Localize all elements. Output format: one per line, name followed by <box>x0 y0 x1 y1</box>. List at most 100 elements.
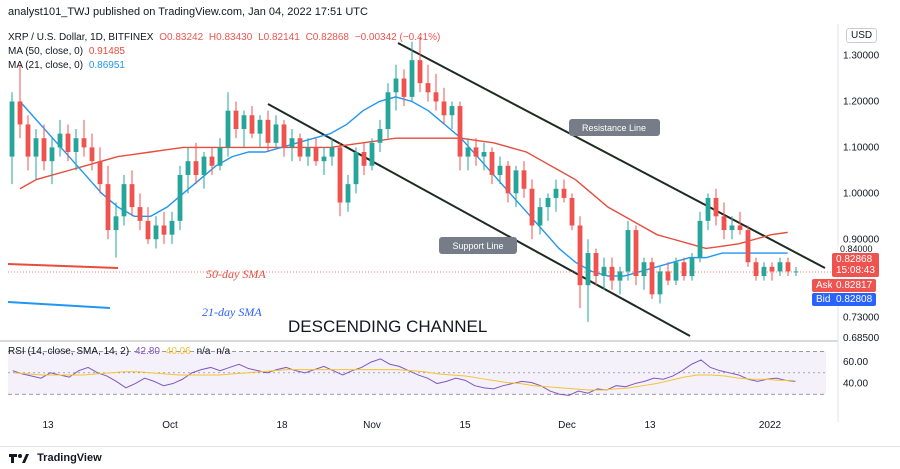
candle-body <box>289 138 295 148</box>
price-tick-label: 0.90000 <box>843 234 880 245</box>
candle-body <box>161 225 167 235</box>
high-value: H0.83430 <box>208 32 253 43</box>
candle-body <box>625 230 631 272</box>
sma21-legend-line <box>7 301 111 309</box>
candle-body <box>449 106 455 116</box>
candle-body <box>169 220 175 235</box>
legend-ma50-row: MA (50, close, 0) 0.91485 <box>8 45 440 59</box>
candle-body <box>457 106 463 157</box>
candle-body <box>441 101 447 116</box>
price-axis: 1.30000 1.20000 1.10000 1.00000 0.90000 0.730… <box>8 51 880 344</box>
candle-body <box>105 184 111 231</box>
currency-button[interactable]: USD <box>846 28 878 43</box>
candle-body <box>609 266 615 281</box>
footer-brand: TradingView <box>37 452 102 464</box>
candle-body <box>145 220 151 240</box>
candle-body <box>305 147 311 157</box>
open-value: O0.83242 <box>159 32 204 43</box>
candle-body <box>17 101 23 125</box>
candle-body <box>497 165 503 175</box>
candle-body <box>137 207 143 221</box>
candle-body <box>585 253 591 286</box>
legend-symbol-row: XRP / U.S. Dollar, 1D, BITFINEX O0.83242… <box>8 31 440 45</box>
candle-body <box>361 152 367 166</box>
candle-body <box>257 119 263 134</box>
candle-body <box>57 133 63 148</box>
candles <box>9 37 799 322</box>
change-value: −0.00342 (−0.41%) <box>354 32 441 43</box>
candle-body <box>377 129 383 143</box>
countdown: 15:08:43 <box>836 265 875 276</box>
ask-price-tag: 0.82817 <box>832 279 877 292</box>
ask-tag: Ask <box>812 279 837 292</box>
channel-lines <box>267 42 826 337</box>
candle-body <box>89 147 95 162</box>
chart-canvas[interactable]: 60.00 40.00 1.30000 1.20000 1.10000 1.00000 0… <box>0 24 900 446</box>
candle-body <box>273 124 279 143</box>
resistance-label-box <box>569 119 660 136</box>
price-tick-label: 0.68500 <box>843 333 880 344</box>
candle-body <box>601 266 607 276</box>
candle-body <box>329 147 335 157</box>
candle-body <box>753 262 759 276</box>
ma21-value: 0.86951 <box>88 60 125 71</box>
candle-body <box>241 115 247 130</box>
price-tick-label: 1.00000 <box>843 188 880 199</box>
low-value: L0.82141 <box>258 32 300 43</box>
candle-body <box>521 170 527 189</box>
candle-body <box>249 115 255 134</box>
channel-title: DESCENDING CHANNEL <box>288 317 487 336</box>
candle-body <box>209 156 215 166</box>
time-tick-label: Dec <box>558 420 576 431</box>
candle-body <box>9 101 15 157</box>
candle-body <box>545 197 551 208</box>
candle-body <box>73 138 79 152</box>
candle-body <box>713 197 719 217</box>
candle-body <box>593 253 599 276</box>
candle-body <box>217 147 223 166</box>
candle-body <box>401 78 407 97</box>
ask-label: Ask <box>816 280 833 291</box>
candle-body <box>657 271 663 295</box>
rsi-legend: RSI (14, close, SMA, 14, 2) 42.80 40.06 … <box>8 346 230 357</box>
candle-body <box>153 225 159 240</box>
time-tick-label: 2022 <box>759 420 782 431</box>
ma50-line <box>19 137 788 250</box>
rsi-line <box>12 358 796 396</box>
candle-body <box>649 262 655 295</box>
candle-body <box>513 170 519 194</box>
candle-body <box>321 156 327 162</box>
ma50-label: MA (50, close, 0) <box>8 46 84 57</box>
ma21-label: MA (21, close, 0) <box>8 60 84 71</box>
candle-body <box>233 110 239 130</box>
candle-body <box>337 147 343 203</box>
candle-body <box>417 60 423 84</box>
publisher-line: analyst101_TWJ published on TradingView.… <box>8 6 368 18</box>
candle-body <box>577 225 583 286</box>
candle-body <box>793 271 799 273</box>
candle-body <box>185 161 191 175</box>
candle-body <box>777 262 783 272</box>
candle-body <box>737 225 743 231</box>
bid-price-tag: 0.82808 <box>832 293 877 306</box>
candle-body <box>65 133 71 152</box>
candle-body <box>633 230 639 276</box>
bid-tag: Bid <box>812 293 835 306</box>
candle-body <box>49 147 55 162</box>
time-tick-label: 18 <box>276 420 288 431</box>
candle-body <box>193 161 199 175</box>
price-tick-label: 1.20000 <box>843 96 880 107</box>
support-line <box>267 103 691 337</box>
candle-body <box>25 124 31 157</box>
time-tick-label: 13 <box>644 420 656 431</box>
symbol-label: XRP / U.S. Dollar, 1D, BITFINEX <box>8 32 154 43</box>
candle-body <box>689 257 695 276</box>
time-tick-label: Nov <box>363 420 381 431</box>
price-tick-label: 1.10000 <box>843 142 880 153</box>
candle-body <box>785 262 791 272</box>
candle-body <box>641 262 647 276</box>
rsi-panel: 60.00 40.00 <box>8 350 868 396</box>
candle-body <box>97 161 103 185</box>
rsi-label: RSI (14, close, SMA, 14, 2) <box>8 346 130 357</box>
candle-body <box>433 92 439 102</box>
